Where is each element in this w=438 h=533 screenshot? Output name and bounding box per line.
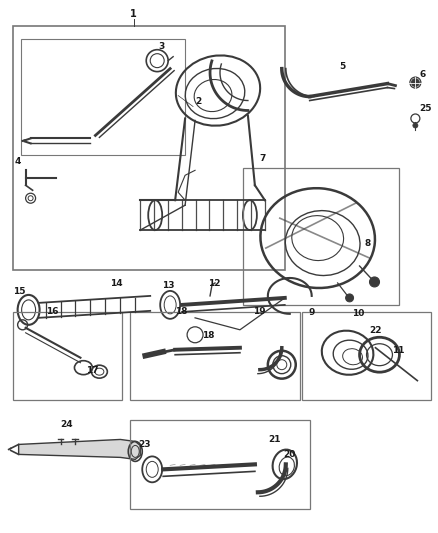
Bar: [243, 168, 399, 305]
Text: 23: 23: [138, 440, 151, 449]
Text: 16: 16: [46, 307, 58, 316]
Text: 19: 19: [253, 307, 265, 316]
Bar: [13, 312, 122, 400]
Text: 11: 11: [392, 346, 405, 355]
Text: 22: 22: [370, 326, 382, 335]
Circle shape: [346, 294, 353, 302]
Text: 10: 10: [352, 309, 364, 318]
Text: 2: 2: [195, 96, 201, 106]
Circle shape: [411, 78, 419, 86]
Text: 21: 21: [268, 435, 280, 445]
Text: 14: 14: [110, 279, 123, 288]
Text: 7: 7: [260, 155, 266, 163]
Bar: [13, 26, 285, 270]
Circle shape: [370, 277, 379, 287]
Text: 17: 17: [86, 366, 99, 375]
Text: 6: 6: [419, 70, 426, 78]
Text: 25: 25: [419, 104, 432, 114]
Text: 5: 5: [339, 62, 346, 71]
Text: 1: 1: [130, 9, 137, 19]
Bar: [130, 312, 300, 400]
Bar: [302, 312, 431, 400]
Text: 24: 24: [60, 421, 73, 430]
Text: 18: 18: [175, 307, 187, 316]
Text: 15: 15: [13, 287, 25, 296]
Circle shape: [413, 123, 418, 128]
Polygon shape: [19, 439, 140, 459]
Text: 8: 8: [364, 239, 371, 248]
Bar: [21, 39, 185, 155]
Bar: [130, 419, 310, 509]
Text: 4: 4: [14, 157, 21, 166]
Text: 3: 3: [158, 42, 164, 51]
Text: 9: 9: [309, 308, 315, 317]
Text: 13: 13: [162, 281, 175, 290]
Text: 18: 18: [202, 331, 215, 340]
Text: 12: 12: [208, 279, 221, 288]
Text: 20: 20: [283, 450, 295, 459]
